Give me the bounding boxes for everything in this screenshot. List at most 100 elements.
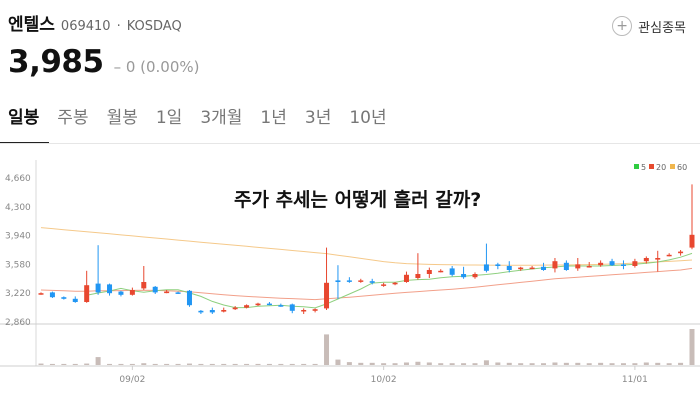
candle-body — [506, 266, 512, 270]
ma60-line — [40, 227, 693, 266]
candle-body — [164, 291, 170, 294]
volume-bar — [198, 363, 204, 365]
candle-body — [72, 298, 78, 302]
candle-body — [186, 290, 192, 306]
volume-bar — [426, 362, 432, 365]
stock-name[interactable]: 엔텔스 — [8, 15, 55, 35]
tab-3[interactable]: 1일 — [155, 108, 183, 128]
tab-1[interactable]: 주봉 — [57, 108, 89, 128]
candle-body — [84, 285, 90, 302]
volume-bar — [575, 362, 581, 365]
candle-body — [278, 305, 284, 307]
meta-separator: · — [116, 19, 121, 34]
volume-bar — [209, 363, 215, 365]
volume-bar — [49, 363, 55, 365]
candle-body — [198, 310, 204, 313]
candle-body — [575, 264, 581, 269]
y-tick-label: 4,300 — [5, 203, 31, 213]
candle-body — [175, 292, 181, 294]
candle-body — [312, 309, 318, 311]
volume-bar — [221, 363, 227, 365]
candle-body — [346, 280, 352, 282]
volume-bar — [403, 362, 409, 365]
tab-0[interactable]: 일봉 — [0, 104, 50, 144]
candle-body — [244, 305, 250, 308]
volume-bar — [266, 363, 272, 365]
volume-bar — [72, 363, 78, 365]
candle-body — [438, 270, 444, 273]
volume-bar — [461, 363, 467, 365]
stock-market: KOSDAQ — [126, 19, 182, 34]
tab-6[interactable]: 3년 — [304, 108, 332, 128]
candle-body — [632, 261, 638, 266]
legend-swatch-5 — [634, 164, 639, 169]
candle-body — [129, 290, 135, 295]
volume-bar — [335, 359, 341, 365]
volume-bar — [289, 363, 295, 365]
volume-bar — [609, 363, 615, 365]
volume-bar — [324, 334, 330, 365]
volume-bar — [381, 363, 387, 365]
candle-body — [369, 281, 375, 283]
chart-caption: 주가 추세는 어떻게 흘러 갈까? — [234, 188, 481, 211]
tab-4[interactable]: 3개월 — [200, 108, 243, 128]
candle-body — [472, 274, 478, 278]
ma5-line — [86, 252, 693, 309]
volume-bar — [38, 363, 44, 365]
volume-bar — [678, 362, 684, 365]
current-price: 3,985 — [8, 44, 104, 80]
volume-bar — [358, 362, 364, 365]
tabs-divider — [0, 143, 700, 144]
volume-bar — [632, 363, 638, 365]
legend-label: 5 — [641, 163, 646, 172]
legend-swatch-60 — [670, 164, 675, 169]
candle-body — [381, 284, 387, 286]
volume-bar — [232, 363, 238, 365]
legend-swatch-20 — [649, 164, 654, 169]
volume-bar — [152, 363, 158, 365]
volume-bar — [84, 363, 90, 365]
volume-bar — [643, 362, 649, 365]
candle-body — [609, 261, 615, 266]
volume-bar — [118, 363, 124, 365]
candle-body — [49, 292, 55, 298]
candle-body — [118, 291, 124, 295]
candle-body — [461, 274, 467, 278]
candle-body — [563, 262, 569, 270]
candle-body — [152, 286, 158, 293]
tab-2[interactable]: 월봉 — [106, 108, 138, 128]
favorite-button[interactable]: + 관심종목 — [612, 16, 686, 36]
x-tick-label: 10/02 — [371, 375, 397, 385]
volume-bar — [529, 363, 535, 365]
volume-bar — [346, 362, 352, 365]
tab-5[interactable]: 1년 — [260, 108, 287, 128]
volume-bar — [438, 363, 444, 365]
candle-body — [301, 310, 307, 312]
volume-bar — [689, 329, 695, 365]
volume-bar — [415, 361, 421, 365]
candle-body — [552, 261, 558, 269]
candle-body — [266, 303, 272, 306]
y-tick-label: 4,660 — [5, 174, 31, 184]
volume-bar — [483, 360, 489, 365]
candle-body — [598, 262, 604, 266]
candle-body — [655, 258, 661, 260]
candle-body — [403, 274, 409, 282]
candle-body — [61, 297, 67, 299]
candle-body — [620, 264, 626, 266]
y-tick-label: 3,580 — [5, 260, 31, 270]
candle-body — [141, 282, 147, 289]
volume-bar — [369, 362, 375, 365]
candle-body — [586, 266, 592, 268]
y-tick-label: 3,220 — [5, 289, 31, 299]
volume-bar — [586, 363, 592, 365]
candle-body — [529, 267, 535, 270]
volume-bar — [278, 363, 284, 365]
volume-bar — [129, 363, 135, 365]
candle-body — [232, 307, 238, 310]
candle-body — [209, 310, 215, 313]
candle-body — [324, 282, 330, 309]
volume-bar — [141, 363, 147, 365]
price-chart[interactable]: 4,660 4,300 3,940 3,580 3,220 2,860 09/02 10/02… — [0, 146, 700, 400]
tab-7[interactable]: 10년 — [349, 108, 387, 128]
